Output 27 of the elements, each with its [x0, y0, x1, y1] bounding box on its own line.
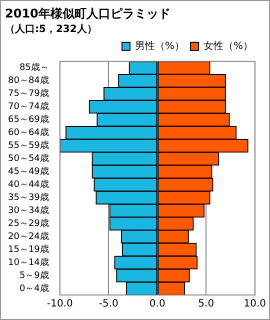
y-tick-label: 30～34歳: [8, 204, 49, 216]
x-tick-label: 5.0: [198, 298, 214, 310]
chart-subtitle: （人口:5，232人）: [5, 22, 97, 35]
x-tick-label: 10.0: [244, 298, 266, 310]
y-tick-label: 80～84歳: [8, 75, 49, 86]
x-tick-label: -5.0: [98, 298, 118, 310]
chart-title: 2010年様似町人口ピラミッド: [5, 6, 170, 20]
y-tick-label: 70～74歳: [8, 101, 49, 112]
legend-label: 女性（%）: [204, 40, 254, 52]
y-tick-label: 55～59歳: [8, 140, 49, 152]
y-tick-label: 85歳～: [19, 62, 49, 74]
y-tick-label: 60～64歳: [8, 127, 49, 138]
x-tick-label: -10.0: [46, 298, 73, 310]
y-tick-label: 35～39歳: [8, 192, 49, 204]
y-tick-label: 25～29歳: [8, 218, 49, 229]
y-tick-label: 0～4歳: [19, 282, 49, 294]
legend-label: 男性（%）: [134, 40, 185, 52]
y-tick-label: 50～54歳: [8, 153, 49, 164]
y-tick-label: 40～44歳: [8, 179, 49, 190]
y-tick-label: 20～24歳: [8, 230, 49, 242]
y-tick-label: 45～49歳: [8, 166, 49, 178]
y-tick-label: 10～14歳: [8, 256, 49, 268]
y-tick-label: 15～19歳: [8, 244, 49, 255]
y-tick-label: 5～9歳: [19, 270, 49, 281]
x-tick-label: 0.0: [149, 298, 166, 310]
y-tick-label: 65～69歳: [8, 114, 49, 126]
y-tick-label: 75～79歳: [8, 88, 49, 100]
